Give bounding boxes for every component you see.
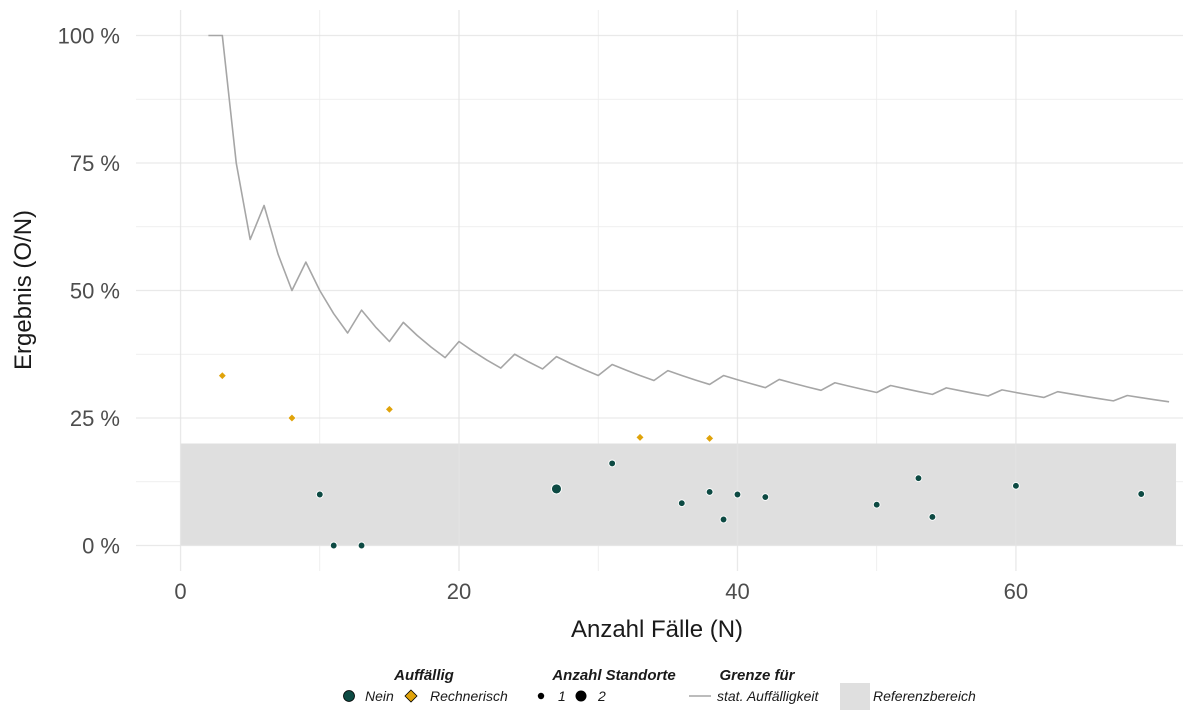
y-tick-labels: 0 % 25 % 50 % 75 % 100 % bbox=[58, 24, 120, 559]
data-point-nein bbox=[705, 488, 714, 496]
data-point-nein bbox=[329, 541, 338, 550]
legend-standorte-title: Anzahl Standorte bbox=[551, 667, 675, 684]
legend-standorte-2-label: 2 bbox=[597, 688, 606, 704]
data-point-nein bbox=[1137, 490, 1146, 498]
legend-standorte-2-swatch bbox=[575, 690, 587, 702]
x-tick-labels: 0 20 40 60 bbox=[174, 579, 1028, 604]
threshold-line bbox=[208, 34, 1170, 403]
data-point-rechnerisch bbox=[705, 433, 715, 443]
legend-nein-swatch bbox=[343, 690, 355, 702]
threshold-line-layer bbox=[208, 34, 1170, 403]
x-tick-label: 20 bbox=[447, 579, 471, 604]
legend-reference-swatch bbox=[840, 683, 870, 710]
y-tick-label: 0 % bbox=[82, 534, 120, 559]
data-point-rechnerisch bbox=[635, 432, 645, 442]
x-tick-label: 40 bbox=[725, 579, 749, 604]
data-point-rechnerisch bbox=[384, 404, 394, 414]
data-point-rechnerisch bbox=[287, 413, 297, 423]
y-tick-label: 50 % bbox=[70, 279, 120, 304]
legend: Auffällig Nein Rechnerisch Anzahl Stando… bbox=[343, 667, 976, 710]
data-points-layer bbox=[217, 371, 1146, 550]
legend-rechnerisch-swatch bbox=[404, 689, 418, 703]
legend-grenze-title: Grenze für bbox=[719, 667, 795, 684]
y-tick-label: 75 % bbox=[70, 151, 120, 176]
data-point-nein bbox=[357, 541, 366, 550]
data-point-nein bbox=[608, 459, 617, 468]
x-tick-label: 0 bbox=[174, 579, 186, 604]
major-gridlines bbox=[136, 10, 1183, 571]
data-point-nein bbox=[677, 499, 686, 508]
legend-reference-label: Referenzbereich bbox=[873, 688, 976, 704]
legend-rechnerisch-label: Rechnerisch bbox=[430, 688, 508, 704]
legend-standorte-1-swatch bbox=[537, 692, 545, 700]
data-point-nein bbox=[315, 490, 324, 499]
data-point-nein bbox=[761, 493, 770, 501]
x-axis-title: Anzahl Fälle (N) bbox=[571, 616, 743, 643]
reference-range-layer bbox=[180, 443, 1177, 546]
legend-threshold-label: stat. Auffälligkeit bbox=[717, 688, 820, 704]
y-tick-label: 25 % bbox=[70, 406, 120, 431]
legend-standorte-1-label: 1 bbox=[558, 688, 566, 704]
data-point-nein bbox=[928, 513, 937, 521]
x-tick-label: 60 bbox=[1004, 579, 1028, 604]
data-point-nein bbox=[719, 515, 728, 524]
legend-auffaellig-title: Auffällig bbox=[393, 667, 454, 684]
data-point-nein bbox=[914, 474, 923, 483]
data-point-rechnerisch bbox=[217, 371, 227, 381]
data-point-nein bbox=[872, 500, 881, 509]
y-axis-title: Ergebnis (O/N) bbox=[10, 210, 37, 370]
data-point-nein bbox=[1012, 481, 1020, 490]
reference-range-band bbox=[180, 443, 1177, 546]
data-point-nein bbox=[733, 490, 742, 499]
y-tick-label: 100 % bbox=[58, 24, 120, 49]
legend-nein-label: Nein bbox=[365, 688, 394, 704]
data-point-nein bbox=[551, 483, 562, 495]
